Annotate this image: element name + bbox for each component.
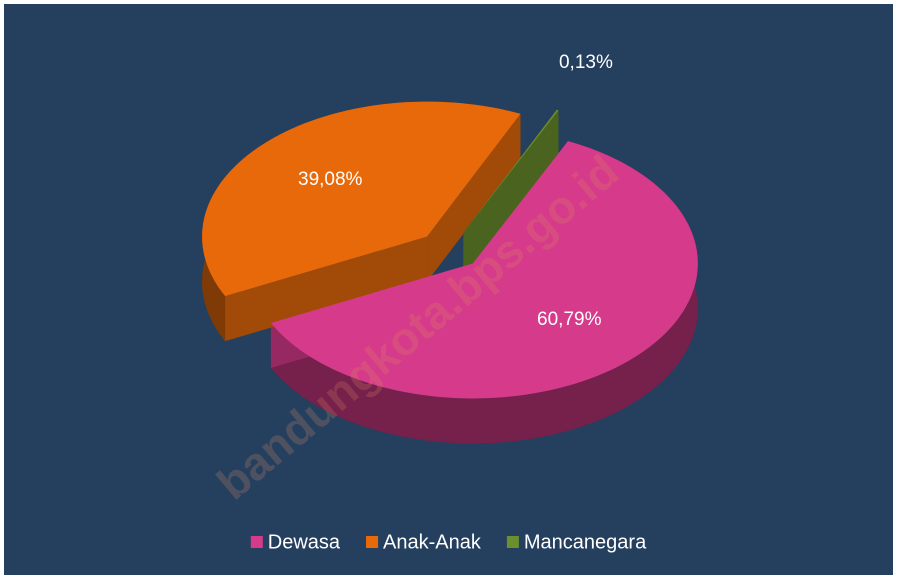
value-labels: 60,79% 39,08% 0,13% [298, 52, 613, 330]
slice [202, 101, 521, 297]
slice-wall [427, 113, 521, 282]
slice-wall [225, 236, 428, 342]
value-label: 60,79% [537, 309, 602, 330]
pie-tops [202, 101, 698, 399]
value-label: 0,13% [559, 52, 613, 73]
slice [270, 141, 698, 399]
legend: Dewasa Anak-Anak Mancanegara [250, 531, 647, 553]
legend-item: Mancanegara [506, 531, 647, 553]
legend-swatch [506, 536, 519, 548]
slice [463, 109, 559, 233]
slice-wall [463, 110, 559, 278]
legend-label: Mancanegara [524, 531, 647, 553]
legend-label: Dewasa [268, 531, 341, 553]
legend-label: Anak-Anak [383, 531, 482, 553]
legend-item: Dewasa [250, 531, 341, 553]
legend-swatch [366, 536, 379, 548]
legend-item: Anak-Anak [366, 531, 482, 553]
legend-swatch [250, 536, 263, 548]
value-label: 39,08% [298, 169, 363, 190]
